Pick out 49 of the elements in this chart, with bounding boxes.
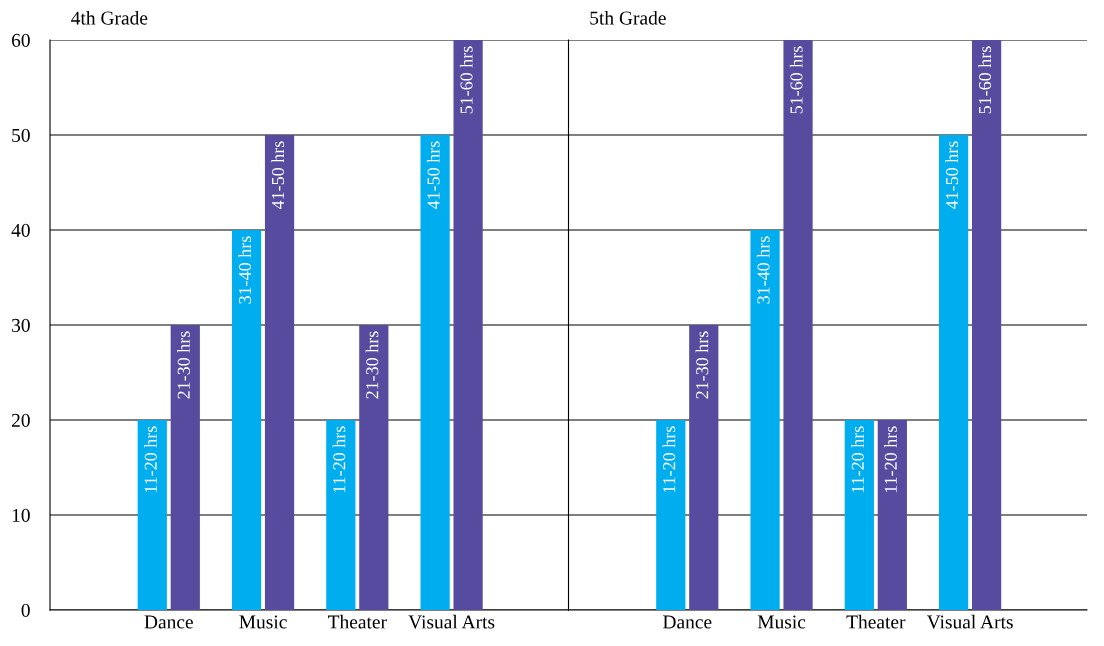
bar (689, 325, 719, 610)
x-tick-label: Theater (846, 614, 906, 629)
data-label: 51-60 hrs (978, 46, 992, 114)
bar (359, 325, 389, 610)
bar (326, 420, 356, 610)
y-tick-label: 50 (12, 128, 30, 142)
y-tick-label: 30 (12, 318, 30, 332)
data-label: 11-20 hrs (332, 426, 346, 493)
bar (170, 325, 200, 610)
bar (938, 135, 969, 610)
x-tick-label: Visual Arts (408, 614, 495, 629)
bar (877, 420, 907, 610)
y-tick-label: 10 (12, 508, 30, 522)
data-label: 21-30 hrs (695, 331, 709, 399)
bar (844, 420, 874, 610)
data-label: 11-20 hrs (884, 426, 897, 493)
data-label: 41-50 hrs (426, 141, 440, 210)
data-label: 31-40 hrs (238, 236, 252, 304)
chart-title: 4th Grade (71, 10, 148, 25)
x-tick-label: Dance (663, 615, 712, 629)
x-tick-label: Theater (328, 614, 387, 629)
data-label: 11-20 hrs (662, 426, 676, 493)
bar (420, 135, 450, 610)
y-tick-label: 0 (21, 603, 30, 617)
data-label: 21-30 hrs (365, 331, 379, 399)
data-label: 21-30 hrs (177, 331, 190, 399)
data-label: 41-50 hrs (945, 141, 959, 210)
x-tick-label: Visual Arts (926, 614, 1013, 629)
y-tick-label: 40 (11, 223, 30, 237)
data-label: 31-40 hrs (756, 236, 770, 304)
x-tick-label: Music (239, 615, 287, 629)
y-tick-label: 60 (11, 33, 30, 47)
data-label: 41-50 hrs (271, 141, 285, 210)
bar (750, 230, 780, 610)
x-tick-label: Music (757, 615, 806, 629)
y-tick-label: 20 (11, 413, 30, 427)
x-tick-label: Dance (144, 615, 193, 629)
bar (453, 40, 483, 610)
bar (656, 420, 686, 610)
data-label: 51-60 hrs (459, 46, 473, 114)
chart-title: 5th Grade (590, 10, 666, 25)
bar (264, 135, 295, 610)
bar (971, 40, 1002, 610)
bar (231, 230, 262, 610)
bar (137, 420, 167, 610)
data-label: 11-20 hrs (851, 426, 864, 493)
data-label: 11-20 hrs (144, 426, 157, 493)
data-label: 51-60 hrs (789, 46, 803, 114)
bar (783, 40, 813, 610)
